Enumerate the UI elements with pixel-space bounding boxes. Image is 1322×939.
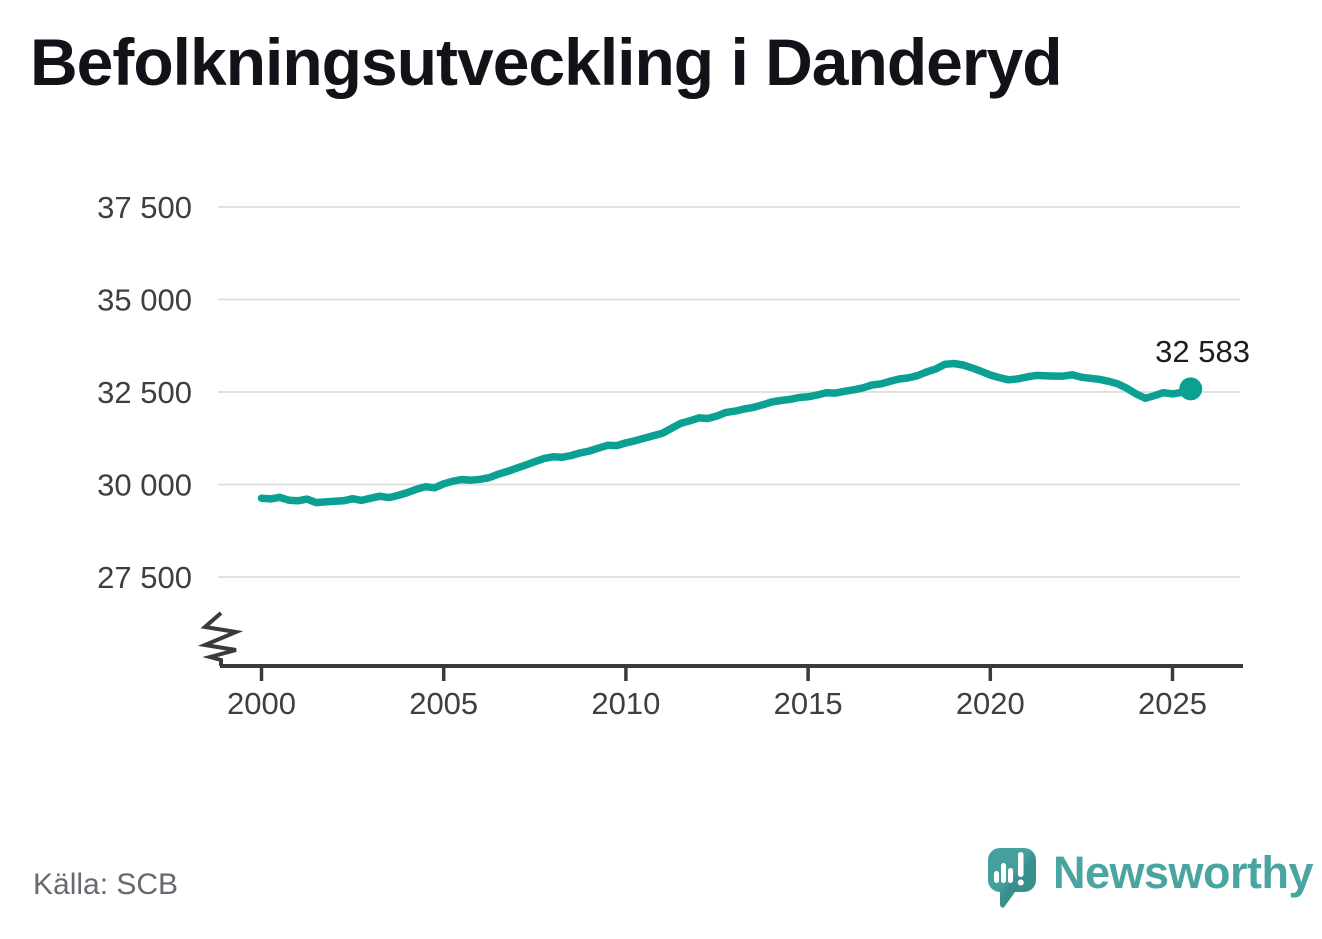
exclamation-dot (1017, 879, 1024, 886)
x-axis-ticks (259, 666, 1175, 681)
x-axis-tick-labels: 2000 2005 2010 2015 2020 2025 (227, 686, 1207, 721)
brand-footer: Newsworthy (985, 845, 1314, 915)
latest-value-dot (1179, 377, 1203, 401)
y-tick-label: 35 000 (97, 283, 192, 318)
x-tick-label: 2025 (1138, 686, 1207, 721)
population-series-line (257, 359, 1195, 507)
y-tick-label: 27 500 (97, 560, 192, 595)
gridlines (218, 206, 1240, 578)
newsworthy-logo-icon (988, 848, 1036, 908)
x-tick-label: 2010 (591, 686, 660, 721)
y-tick-label: 30 000 (97, 468, 192, 503)
x-tick-label: 2015 (774, 686, 843, 721)
y-tick-label: 32 500 (97, 375, 192, 410)
source-caption: Källa: SCB (33, 868, 179, 901)
bar-chart-glyph (994, 852, 1024, 886)
chart-title: Befolkningsutveckling i Danderyd (30, 25, 1063, 99)
x-tick-label: 2000 (227, 686, 296, 721)
x-tick-label: 2005 (409, 686, 478, 721)
y-tick-label: 37 500 (97, 190, 192, 225)
y-axis-tick-labels: 37 500 35 000 32 500 30 000 27 500 (97, 190, 192, 595)
x-tick-label: 2020 (956, 686, 1025, 721)
latest-value-label: 32 583 (1155, 334, 1250, 369)
brand-wordmark: Newsworthy (1053, 847, 1314, 898)
exclamation-bar (1018, 852, 1024, 877)
axis-break-icon (197, 611, 244, 666)
